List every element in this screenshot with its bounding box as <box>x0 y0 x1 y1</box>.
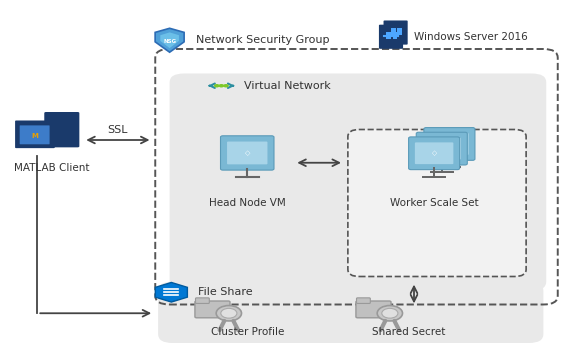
Circle shape <box>382 308 398 318</box>
Text: ◇: ◇ <box>439 146 444 152</box>
FancyBboxPatch shape <box>196 298 209 303</box>
Text: Virtual Network: Virtual Network <box>244 81 331 91</box>
FancyBboxPatch shape <box>348 130 526 276</box>
FancyBboxPatch shape <box>158 282 543 343</box>
Bar <box>393 32 397 35</box>
FancyBboxPatch shape <box>356 298 370 303</box>
Text: Network Security Group: Network Security Group <box>196 35 329 45</box>
Text: Head Node VM: Head Node VM <box>209 198 286 208</box>
FancyBboxPatch shape <box>416 132 467 165</box>
Text: Shared Secret: Shared Secret <box>371 327 445 337</box>
FancyBboxPatch shape <box>221 136 274 170</box>
Bar <box>397 32 402 35</box>
Text: M: M <box>31 133 38 139</box>
FancyBboxPatch shape <box>430 133 469 155</box>
Circle shape <box>214 84 220 88</box>
Text: NSG: NSG <box>163 39 176 44</box>
Polygon shape <box>160 33 179 48</box>
Bar <box>397 28 402 31</box>
Bar <box>393 36 397 39</box>
Polygon shape <box>155 28 184 52</box>
Text: Worker Scale Set: Worker Scale Set <box>390 198 478 208</box>
FancyBboxPatch shape <box>423 138 461 160</box>
Circle shape <box>216 306 241 321</box>
Text: Cluster Profile: Cluster Profile <box>210 327 284 337</box>
Polygon shape <box>155 282 187 302</box>
Bar <box>391 28 396 31</box>
FancyBboxPatch shape <box>424 128 475 160</box>
FancyBboxPatch shape <box>20 125 49 144</box>
Text: Windows Server 2016: Windows Server 2016 <box>414 32 528 42</box>
Circle shape <box>221 308 237 318</box>
FancyBboxPatch shape <box>384 21 408 44</box>
Bar <box>391 32 396 35</box>
Bar <box>386 32 391 35</box>
Text: ◇: ◇ <box>244 150 250 156</box>
Circle shape <box>218 84 224 88</box>
FancyBboxPatch shape <box>356 301 391 318</box>
Text: SSL: SSL <box>108 125 128 135</box>
FancyBboxPatch shape <box>409 137 459 170</box>
FancyBboxPatch shape <box>227 141 267 164</box>
Text: ◇: ◇ <box>432 150 436 156</box>
FancyBboxPatch shape <box>170 74 546 290</box>
FancyBboxPatch shape <box>15 120 55 148</box>
Text: ◇: ◇ <box>447 141 452 147</box>
Text: MATLAB Client: MATLAB Client <box>14 163 90 173</box>
Circle shape <box>377 306 402 321</box>
Circle shape <box>223 84 229 88</box>
FancyBboxPatch shape <box>415 142 453 164</box>
FancyBboxPatch shape <box>379 25 403 49</box>
FancyBboxPatch shape <box>44 112 79 147</box>
Text: File Share: File Share <box>198 287 253 297</box>
Bar <box>386 36 391 39</box>
FancyBboxPatch shape <box>195 301 230 318</box>
